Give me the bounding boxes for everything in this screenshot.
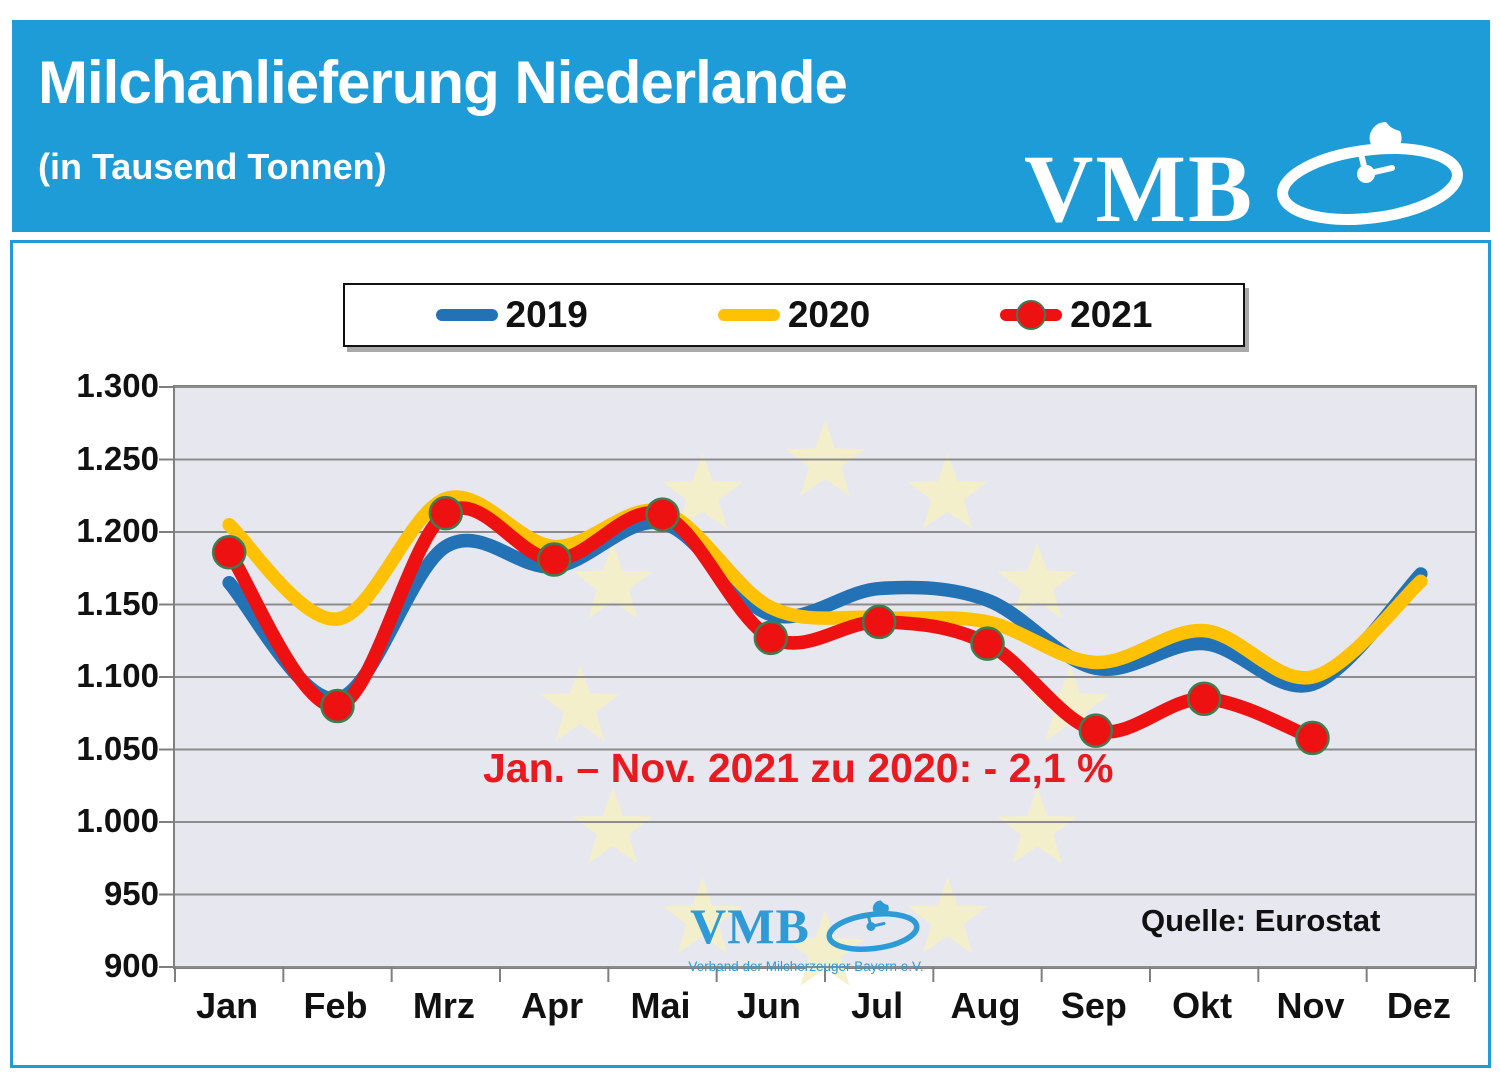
legend-label-2020: 2020	[787, 294, 871, 335]
vmb-watermark-swirl-icon	[826, 900, 920, 952]
x-tick-label: Feb	[303, 985, 368, 1026]
vmb-watermark-subtext: Verband der Milcherzeuger Bayern e.V.	[688, 959, 924, 974]
x-tick-label: Nov	[1276, 985, 1345, 1026]
legend-item-2019: 2019	[435, 294, 588, 336]
vmb-watermark: VMB Verband der Milcherzeuger Bayern e.V…	[681, 895, 931, 974]
page-title: Milchanlieferung Niederlande	[38, 49, 848, 116]
y-tick-label: 1.050	[76, 729, 159, 767]
y-tick-label: 1.000	[76, 802, 159, 839]
plot-area: Jan. – Nov. 2021 zu 2020: - 2,1 %	[159, 385, 1477, 986]
y-tick-label: 1.300	[76, 367, 159, 404]
x-tick-label: Dez	[1386, 985, 1451, 1026]
y-axis-labels: 1.300 1.250 1.200 1.150 1.100 1.050 1.000 950 90…	[13, 369, 159, 982]
vmb-watermark-text: VMB	[690, 898, 810, 954]
source-label: Quelle: Eurostat	[1141, 903, 1381, 938]
vmb-logo: VMB	[1024, 112, 1468, 242]
legend-marker-dot	[1016, 300, 1047, 330]
y-tick-label: 900	[103, 947, 159, 984]
chart-legend: 2019 2020 2021	[343, 283, 1245, 347]
x-tick-label: Aug	[950, 985, 1021, 1026]
legend-label-2021: 2021	[1070, 294, 1153, 335]
x-tick-label: Mai	[630, 985, 691, 1026]
x-tick-label: Jun	[736, 985, 801, 1026]
y-tick-label: 1.250	[76, 439, 159, 477]
x-tick-label: Mrz	[412, 985, 475, 1026]
legend-item-2021: 2021	[1000, 294, 1152, 336]
x-tick-label: Apr	[521, 985, 584, 1026]
vmb-logo-text: VMB	[1024, 134, 1254, 242]
chart-panel: 2019 2020 2021 1.300 1.250 1.200 1.150 1.100…	[10, 240, 1491, 1068]
page-subtitle: (in Tausend Tonnen)	[38, 146, 387, 187]
y-tick-label: 1.100	[76, 657, 159, 694]
x-axis-labels: Jan Feb Mrz Apr Mai Jun Jul Aug Sep Okt Nov Dez	[173, 985, 1473, 1035]
line-chart	[159, 386, 1476, 986]
vmb-swirl-icon	[1277, 121, 1463, 225]
legend-item-2020: 2020	[717, 294, 871, 336]
x-tick-label: Jul	[851, 985, 904, 1026]
y-tick-label: 950	[103, 874, 159, 912]
x-tick-label: Okt	[1172, 985, 1233, 1026]
annotation-text: Jan. – Nov. 2021 zu 2020: - 2,1 %	[483, 745, 1114, 791]
legend-swatch-2019	[435, 309, 498, 321]
legend-label-2019: 2019	[505, 294, 588, 335]
x-tick-label: Jan	[196, 985, 259, 1026]
legend-swatch-2020	[717, 309, 780, 321]
y-tick-label: 1.150	[76, 584, 159, 622]
x-tick-label: Sep	[1060, 985, 1127, 1026]
legend-swatch-2021	[1000, 300, 1063, 330]
y-tick-label: 1.200	[76, 512, 159, 549]
header-banner: Milchanlieferung Niederlande (in Tausend…	[12, 20, 1490, 242]
